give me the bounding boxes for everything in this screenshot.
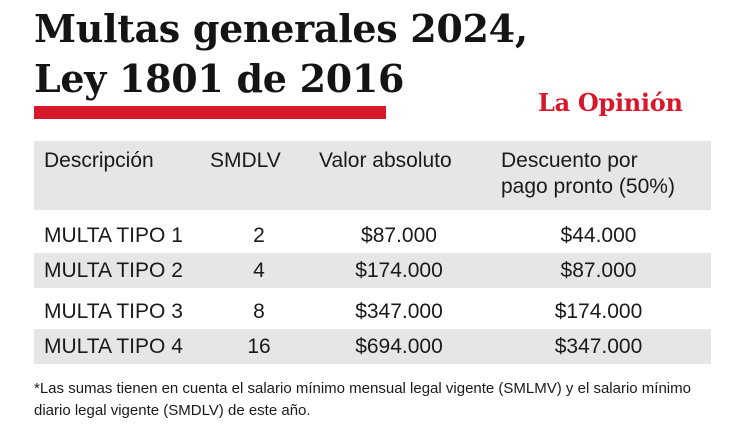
title-line-2: Ley 1801 de 2016 — [34, 56, 405, 101]
cell-descuento: $174.000 — [554, 300, 643, 323]
brand-logo: La Opinión — [538, 88, 683, 117]
cell-descripcion: MULTA TIPO 3 — [44, 300, 183, 323]
header-descuento: Descuento por pago pronto (50%) — [501, 148, 675, 200]
header-valor: Valor absoluto — [319, 149, 452, 172]
table-header: Descripción SMDLV Valor absoluto Descuen… — [34, 141, 711, 210]
cell-valor: $347.000 — [355, 300, 443, 323]
cell-descuento: $44.000 — [560, 224, 637, 247]
table-row: MULTA TIPO 1 2 $87.000 $44.000 — [34, 218, 711, 253]
cell-descuento: $87.000 — [560, 259, 637, 282]
cell-descuento: $347.000 — [554, 335, 643, 358]
cell-descripcion: MULTA TIPO 4 — [44, 335, 183, 358]
cell-descripcion: MULTA TIPO 1 — [44, 224, 183, 247]
cell-smdlv: 16 — [247, 335, 271, 358]
cell-valor: $694.000 — [355, 335, 443, 358]
table-row: MULTA TIPO 3 8 $347.000 $174.000 — [34, 294, 711, 329]
cell-smdlv: 8 — [253, 300, 265, 323]
header-descripcion: Descripción — [44, 149, 154, 172]
title-line-1: Multas generales 2024, — [34, 6, 528, 51]
cell-smdlv: 4 — [253, 259, 265, 282]
header-descuento-line-2: pago pronto (50%) — [501, 175, 675, 198]
footnote: *Las sumas tienen en cuenta el salario m… — [34, 380, 691, 419]
page-title: Multas generales 2024, Ley 1801 de 2016 — [34, 4, 528, 104]
fines-table: Descripción SMDLV Valor absoluto Descuen… — [34, 141, 711, 364]
header-descuento-line-1: Descuento por — [501, 149, 638, 172]
header-smdlv: SMDLV — [210, 149, 281, 172]
table-row: MULTA TIPO 4 16 $694.000 $347.000 — [34, 329, 711, 364]
table-row: MULTA TIPO 2 4 $174.000 $87.000 — [34, 253, 711, 288]
cell-smdlv: 2 — [253, 224, 265, 247]
cell-valor: $87.000 — [361, 224, 437, 247]
cell-descripcion: MULTA TIPO 2 — [44, 259, 183, 282]
cell-valor: $174.000 — [355, 259, 443, 282]
accent-bar — [34, 106, 386, 119]
